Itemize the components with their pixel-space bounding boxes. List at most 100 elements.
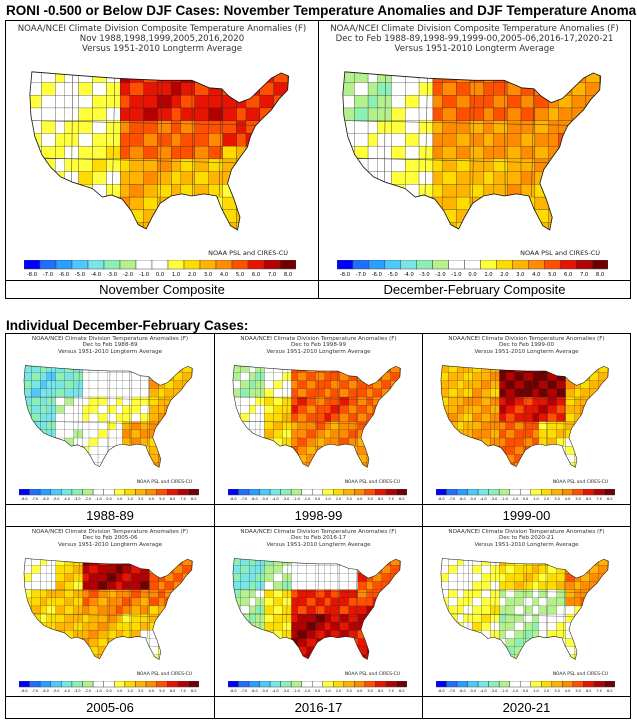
us-outline	[29, 71, 290, 231]
division-cell	[46, 446, 56, 455]
division-cell	[547, 462, 557, 468]
legend-tick-label: -1.0	[95, 689, 102, 693]
division-cell	[481, 581, 491, 591]
division-cell	[106, 196, 121, 211]
map-header-line: NOAA/NCEI Climate Division Temperature A…	[448, 529, 605, 535]
division-cell	[194, 171, 209, 186]
division-cell	[171, 222, 186, 230]
division-cell	[514, 462, 524, 468]
division-cell	[598, 372, 608, 382]
division-cell	[342, 107, 355, 122]
division-cell	[390, 446, 400, 455]
division-cell	[41, 133, 56, 147]
division-cell	[523, 437, 533, 447]
map-header-line: NOAA/NCEI Climate Division Temperature A…	[240, 529, 397, 535]
division-cell	[140, 365, 150, 373]
division-cell	[143, 95, 158, 109]
division-cell	[236, 158, 251, 173]
division-cell	[191, 413, 193, 423]
division-cell	[173, 613, 183, 623]
division-cell	[245, 71, 260, 84]
us-outline	[232, 558, 401, 660]
legend-swatch	[199, 260, 217, 270]
division-cell	[493, 133, 508, 147]
division-cell	[599, 82, 601, 96]
state-boundary	[317, 371, 319, 451]
legend-tick-label: -5.0	[75, 272, 85, 277]
division-cell	[55, 196, 70, 211]
division-cell	[507, 133, 522, 147]
division-cell	[106, 454, 117, 464]
division-cell	[55, 589, 65, 599]
legend-tick-label: 2.0	[544, 689, 549, 693]
division-cell	[31, 365, 41, 373]
legend-tick-label: 8.0	[399, 689, 404, 693]
division-cell	[180, 95, 195, 109]
division-cell	[381, 565, 391, 574]
division-cell	[182, 405, 192, 414]
division-cell	[548, 82, 563, 96]
division-cell	[315, 380, 325, 390]
division-cell	[140, 380, 150, 390]
division-cell	[490, 646, 500, 656]
division-cell	[40, 446, 50, 455]
division-cell	[574, 372, 584, 382]
legend-swatch	[228, 489, 239, 496]
division-cell	[532, 638, 542, 648]
division-cell	[472, 638, 482, 648]
division-cell	[372, 429, 382, 439]
division-cell	[472, 581, 482, 591]
division-cell	[41, 95, 56, 109]
division-cell	[372, 454, 382, 464]
division-cell	[505, 462, 515, 468]
division-cell	[222, 71, 237, 84]
division-cell	[390, 421, 400, 431]
division-cell	[232, 573, 241, 582]
division-cell	[481, 405, 491, 414]
division-cell	[255, 565, 265, 574]
division-cell	[589, 613, 599, 623]
state-boundary	[286, 369, 289, 446]
legend-swatch	[432, 260, 449, 270]
state-boundary	[218, 88, 222, 197]
legend-tick-label: 8.0	[399, 497, 404, 501]
state-boundary	[525, 371, 527, 451]
division-cell	[598, 622, 608, 631]
division-cell	[457, 646, 467, 656]
division-cell	[55, 454, 65, 464]
division-cell	[440, 454, 449, 464]
division-cell	[222, 107, 237, 122]
division-cell	[131, 437, 141, 447]
division-cell	[97, 597, 108, 607]
division-cell	[598, 558, 608, 566]
division-cell	[287, 196, 289, 211]
division-cell	[481, 388, 491, 398]
legend-swatch	[135, 681, 147, 688]
division-cell	[106, 222, 121, 230]
map-credit: NOAA PSL and CIRES-CU	[520, 249, 600, 257]
division-cell	[514, 413, 524, 423]
division-cell	[222, 133, 237, 147]
legend-swatch	[311, 489, 324, 496]
division-cell	[463, 405, 473, 414]
division-cell	[354, 196, 369, 211]
division-cell	[348, 605, 358, 615]
division-cell	[208, 222, 223, 230]
division-cell	[297, 597, 307, 607]
division-cell	[40, 654, 50, 660]
division-cell	[339, 613, 349, 623]
division-cell	[92, 107, 107, 122]
division-cell	[287, 184, 289, 198]
division-cell	[589, 365, 599, 373]
division-cell	[157, 95, 172, 109]
division-cell	[157, 82, 172, 96]
division-cell	[40, 630, 50, 639]
division-cell	[339, 429, 349, 439]
division-cell	[106, 589, 117, 599]
division-cell	[64, 107, 79, 122]
division-cell	[507, 71, 522, 84]
division-cell	[440, 388, 449, 398]
division-cell	[122, 565, 132, 574]
division-cell	[164, 429, 174, 439]
division-cell	[442, 82, 457, 96]
